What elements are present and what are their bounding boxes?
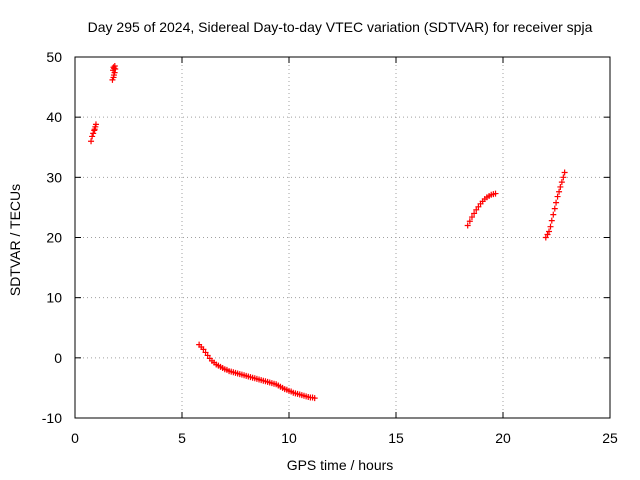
data-point [548,217,555,224]
x-tick-label: 5 [178,430,186,446]
data-point [554,193,561,200]
data-point [466,218,473,225]
series-segment-4 [464,190,499,229]
x-tick-label: 0 [71,430,79,446]
y-tick-label: -10 [42,410,62,426]
x-tick-label: 20 [495,430,511,446]
series-segment-1 [88,121,99,145]
x-tick-label: 10 [281,430,297,446]
series-segment-3 [196,341,318,402]
axis-ticks [74,56,611,419]
data-point [550,211,557,218]
y-tick-label: 10 [46,290,62,306]
data-points [88,63,568,402]
x-tick-label: 25 [602,430,618,446]
y-tick-label: 40 [46,109,62,125]
x-tick-labels: 0 5 10 15 20 25 [71,430,618,446]
data-point [558,179,565,186]
x-axis-label: GPS time / hours [287,457,394,473]
data-point [544,231,551,238]
data-point [89,133,96,140]
data-point [546,228,553,235]
data-point [311,395,318,402]
data-point [561,169,568,176]
series-segment-5 [542,169,568,241]
series-segment-2 [109,63,119,83]
y-tick-label: 0 [54,350,62,366]
data-point [204,352,211,359]
y-tick-label: 20 [46,230,62,246]
data-point [547,223,554,230]
data-point [202,349,209,356]
data-point [557,183,564,190]
data-point [475,203,482,210]
data-point [110,64,117,71]
chart-title: Day 295 of 2024, Sidereal Day-to-day VTE… [88,19,593,35]
data-point [473,206,480,213]
data-point [556,188,563,195]
y-axis-label: SDTVAR / TECUs [7,184,23,296]
data-point [464,222,471,229]
data-point [551,205,558,212]
data-point [553,199,560,206]
data-point [111,65,118,72]
data-point [560,174,567,181]
data-point [200,346,207,353]
y-tick-label: 30 [46,169,62,185]
y-tick-labels: -10 0 10 20 30 40 50 [42,49,62,426]
data-point [92,121,99,128]
x-tick-label: 15 [388,430,404,446]
data-point [542,234,549,241]
data-point [468,214,475,221]
data-point [88,138,95,145]
data-point [471,210,478,217]
data-point [90,130,97,137]
grid [75,57,610,418]
y-tick-label: 50 [46,49,62,65]
data-point [492,190,499,197]
